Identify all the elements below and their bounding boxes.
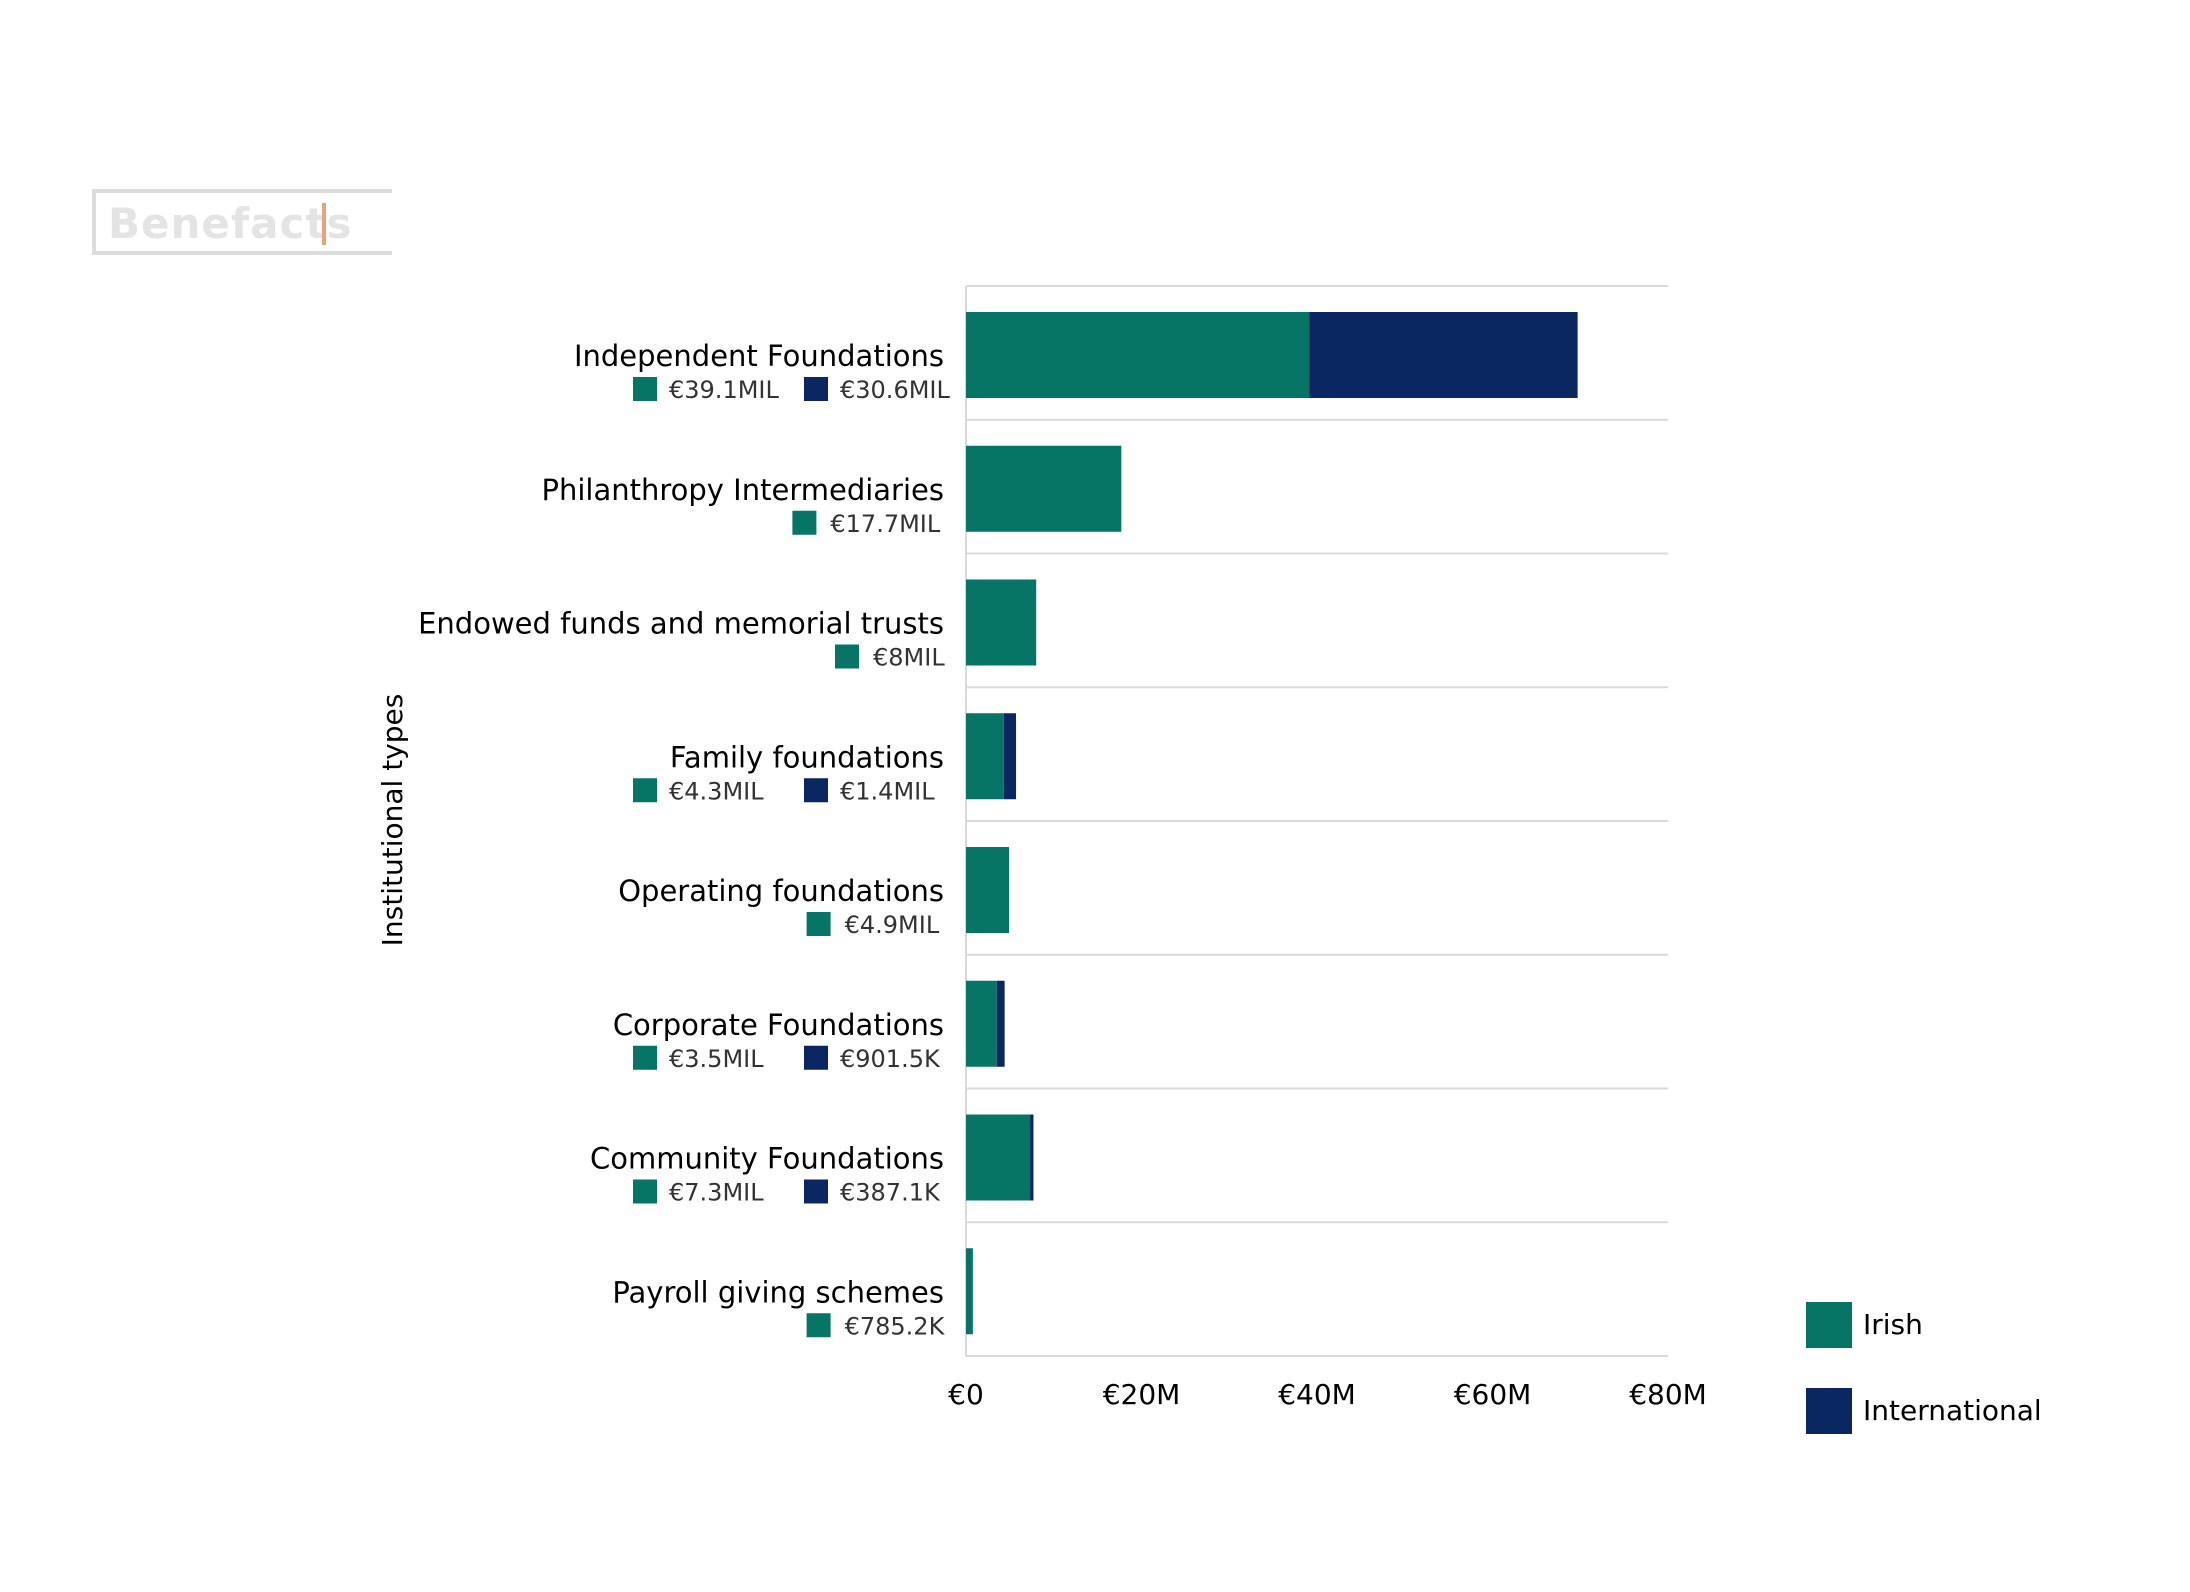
value-label-international: €1.4MIL (840, 777, 935, 805)
value-swatch-international (804, 778, 828, 803)
value-label-irish: €8MIL (873, 644, 945, 672)
x-tick-label: €20M (1103, 1378, 1181, 1411)
category-label: Family foundations (670, 740, 944, 774)
value-swatch-irish (633, 1045, 657, 1070)
x-tick-label: €80M (1629, 1378, 1707, 1411)
bar-irish-8 (966, 1248, 973, 1335)
bar-international-6 (996, 980, 1005, 1067)
logo-accent-bar (322, 203, 326, 245)
bar-irish-4 (966, 713, 1004, 800)
bar-irish-2 (966, 445, 1122, 532)
category-label: Independent Foundations (574, 339, 944, 373)
benefacts-logo: Benefacts (92, 189, 392, 255)
value-swatch-international (804, 1045, 828, 1070)
bar-irish-7 (966, 1114, 1031, 1201)
bar-irish-3 (966, 579, 1037, 666)
x-tick-label: €40M (1278, 1378, 1356, 1411)
logo-text: Benefacts (108, 199, 353, 248)
value-label-irish: €39.1MIL (669, 376, 779, 404)
category-label: Corporate Foundations (613, 1008, 944, 1042)
legend-label-irish: Irish (1863, 1308, 1923, 1341)
value-label-irish: €785.2K (845, 1312, 946, 1340)
category-label: Operating foundations (618, 874, 944, 908)
value-swatch-international (804, 377, 828, 401)
value-swatch-irish (835, 644, 859, 669)
value-swatch-irish (633, 778, 657, 803)
value-label-irish: €4.3MIL (669, 777, 764, 805)
category-label: Endowed funds and memorial trusts (418, 607, 944, 641)
value-label-irish: €17.7MIL (830, 510, 940, 538)
x-tick-label: €0 (948, 1378, 984, 1411)
legend-label-international: International (1863, 1394, 2042, 1427)
value-swatch-irish (633, 1179, 657, 1204)
value-label-international: €387.1K (840, 1179, 941, 1207)
y-axis-title: Institutional types (376, 694, 409, 947)
category-label: Payroll giving schemes (612, 1275, 944, 1309)
legend-swatch-international (1806, 1388, 1852, 1434)
category-label: Philanthropy Intermediaries (541, 473, 944, 507)
legend-swatch-irish (1806, 1302, 1852, 1348)
value-label-international: €901.5K (840, 1045, 941, 1073)
value-label-irish: €3.5MIL (669, 1045, 764, 1073)
value-swatch-irish (633, 377, 657, 401)
bar-irish-6 (966, 980, 997, 1067)
bar-international-7 (1030, 1114, 1034, 1201)
bar-irish-5 (966, 847, 1009, 933)
value-swatch-international (804, 1179, 828, 1204)
bar-irish-1 (966, 312, 1310, 398)
bar-international-1 (1309, 312, 1578, 398)
value-swatch-irish (806, 912, 831, 936)
value-label-international: €30.6MIL (840, 376, 950, 404)
bar-international-4 (1003, 713, 1017, 800)
value-label-irish: €7.3MIL (669, 1179, 764, 1207)
x-tick-label: €60M (1454, 1378, 1532, 1411)
value-swatch-irish (806, 1313, 831, 1338)
value-label-irish: €4.9MIL (845, 911, 940, 939)
category-label: Community Foundations (590, 1142, 944, 1176)
value-swatch-irish (792, 510, 817, 535)
